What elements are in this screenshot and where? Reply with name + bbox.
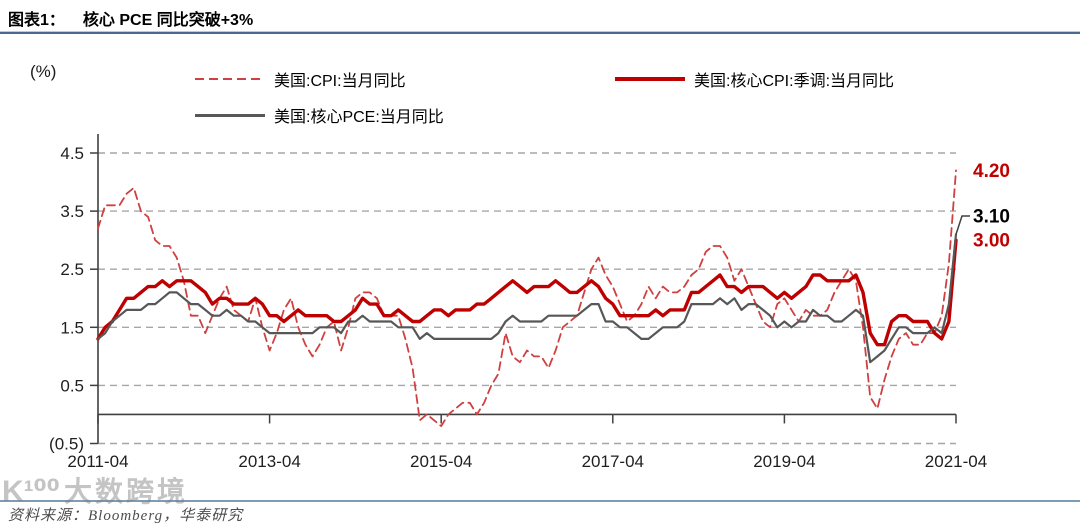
legend-label-core-pce: 美国:核心PCE:当月同比 [274,109,444,126]
footer-divider [0,500,1080,502]
title-divider [0,31,1080,34]
legend-label-cpi: 美国:CPI:当月同比 [274,73,406,90]
x-tick-label: 2021-04 [925,452,987,471]
legend-item-cpi: 美国:CPI:当月同比 [195,67,406,91]
x-tick-label: 2015-04 [410,452,472,471]
y-tick-label: 0.5 [60,376,84,395]
y-tick-label: 4.5 [60,144,84,163]
y-tick-label: 2.5 [60,260,84,279]
series-line-1 [96,238,958,347]
legend-solid-red-line-icon [615,77,685,81]
legend-item-core-cpi: 美国:核心CPI:季调:当月同比 [615,67,894,91]
y-tick-label: (0.5) [49,435,84,454]
legend-item-core-pce: 美国:核心PCE:当月同比 [195,103,444,127]
end-value-label: 4.20 [973,161,1010,182]
end-value-label: 3.10 [973,207,1010,228]
x-tick-label: 2017-04 [582,452,644,471]
end-label-leader-line [955,215,970,235]
end-value-label: 3.00 [973,231,1010,252]
y-axis-unit-label: (%) [30,62,57,81]
source-note: 资料来源：Bloomberg，华泰研究 [8,508,244,524]
x-tick-label: 2019-04 [753,452,815,471]
y-tick-label: 3.5 [60,202,84,221]
legend-dashed-red-line-icon [195,78,265,80]
x-tick-label: 2013-04 [238,452,300,471]
legend-solid-gray-line-icon [195,113,265,117]
figure-title-row: 图表1： 核心 PCE 同比突破+3% [8,6,253,30]
axes [97,134,957,444]
gridlines [90,152,956,445]
legend-label-core-cpi: 美国:核心CPI:季调:当月同比 [694,73,895,90]
figure-tag: 图表1： [8,12,65,29]
y-tick-label: 1.5 [60,318,84,337]
series-line-2 [96,233,958,364]
figure-title: 核心 PCE 同比突破+3% [82,12,254,29]
x-tick-label: 2011-04 [67,452,128,471]
